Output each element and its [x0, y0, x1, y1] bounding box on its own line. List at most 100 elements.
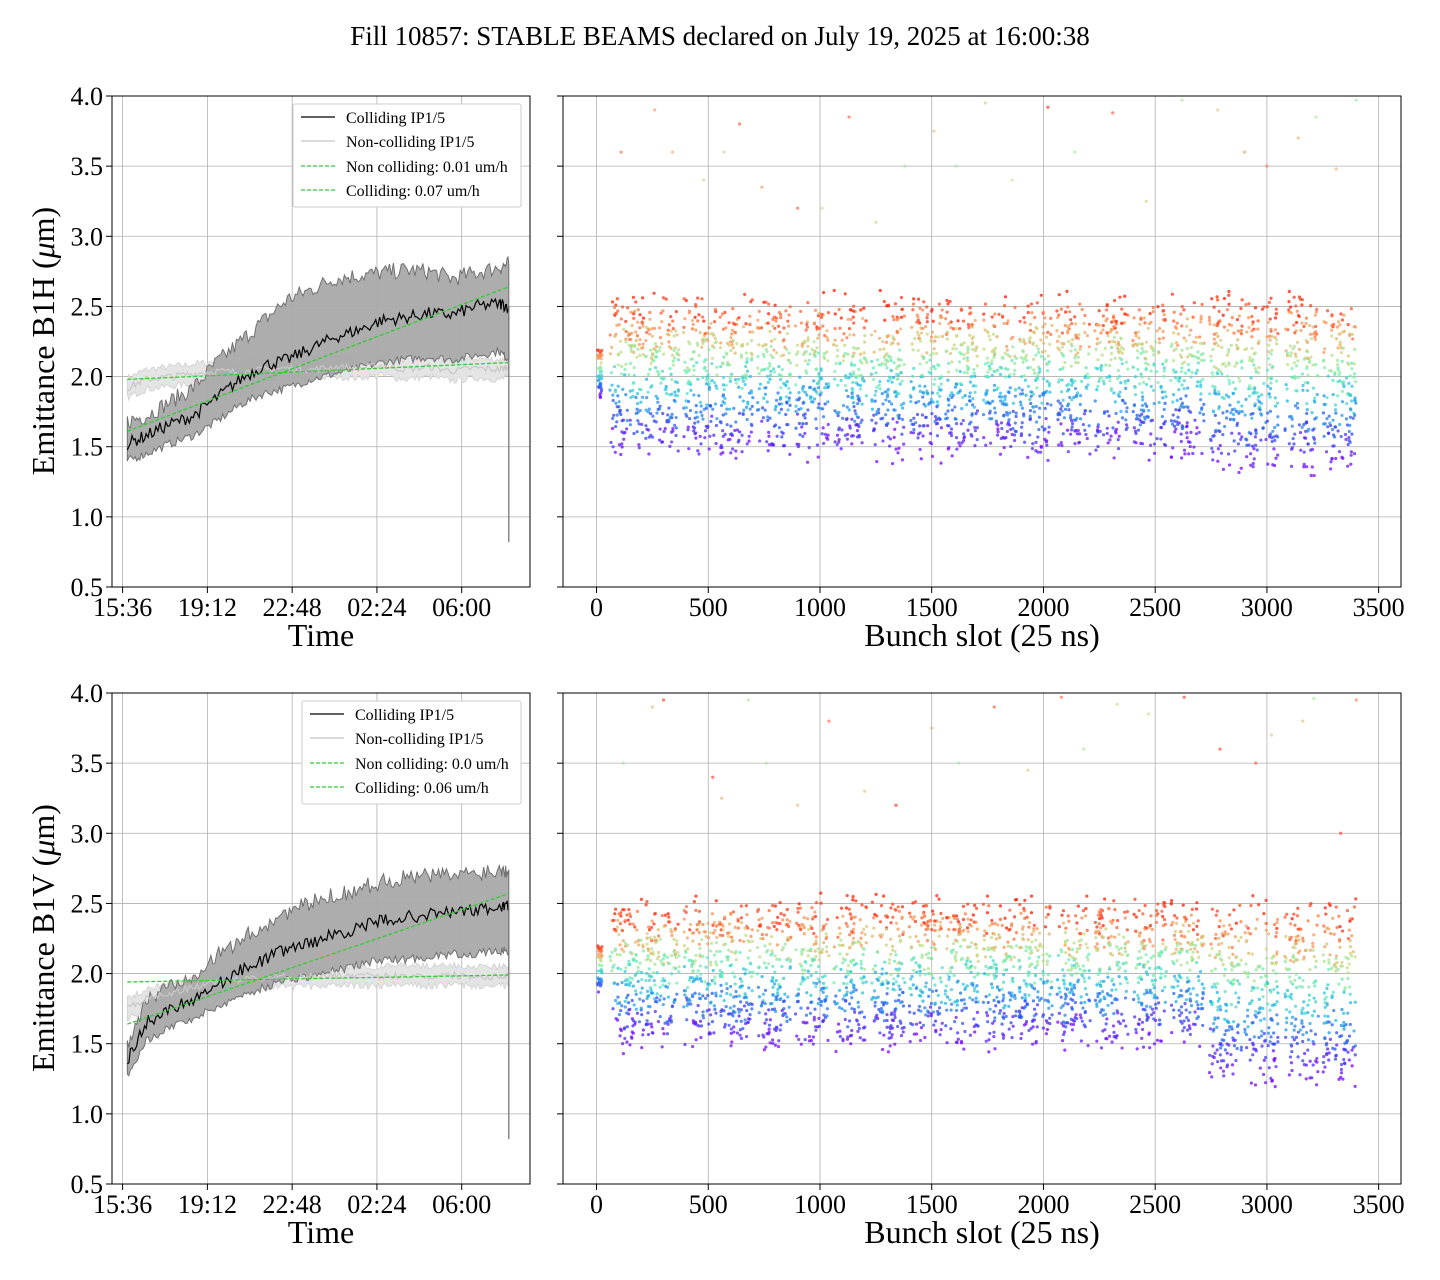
bunch-point [757, 408, 761, 412]
bunch-point [739, 1000, 743, 1004]
bunch-point [711, 923, 715, 927]
bunch-point [742, 995, 746, 1000]
bunch-point [769, 353, 773, 357]
bunch-point [812, 349, 817, 353]
bunch-point [991, 959, 995, 963]
bunch-point [731, 338, 735, 342]
bunch-point [1102, 410, 1107, 414]
bunch-point [1180, 348, 1184, 352]
bunch-point [983, 328, 987, 332]
bunch-point [873, 399, 877, 403]
bunch-point [958, 381, 962, 385]
bunch-point [645, 997, 649, 1001]
bunch-point [730, 939, 734, 944]
bunch-point [750, 989, 754, 993]
bunch-point [1312, 473, 1316, 478]
bunch-point [1220, 345, 1224, 350]
bunch-point [1080, 379, 1084, 383]
bunch-point [922, 921, 926, 925]
bunch-point [703, 436, 707, 440]
bunch-point [854, 423, 858, 427]
bunch-point [1270, 334, 1274, 339]
bunch-point [1314, 310, 1318, 314]
bunch-point [722, 1009, 726, 1013]
bunch-point [1251, 465, 1255, 469]
bunch-point [700, 297, 704, 301]
bunch-point [644, 325, 649, 330]
bunch-point [1029, 394, 1033, 398]
bunch-point [885, 915, 890, 919]
bunch-point [1034, 440, 1038, 444]
bunch-point [608, 388, 612, 392]
bunch-point [694, 431, 698, 435]
bunch-point [954, 938, 958, 942]
bunch-point [1307, 323, 1312, 328]
bunch-point [827, 954, 831, 958]
bunch-point [998, 1008, 1003, 1013]
bunch-point [801, 389, 805, 393]
bunch-point [987, 973, 991, 977]
outlier-point [954, 164, 958, 168]
bunch-point [871, 366, 876, 370]
bunch-point [794, 409, 798, 414]
bunch-point [843, 1017, 847, 1022]
bunch-point [647, 967, 651, 971]
bunch-point [704, 934, 708, 939]
bunch-point [812, 915, 816, 919]
bunch-point [1031, 442, 1035, 446]
bunch-point [898, 1001, 903, 1005]
bunch-point [718, 949, 722, 954]
bunch-point [886, 387, 890, 392]
bunch-point [652, 912, 657, 916]
bunch-point [1188, 353, 1192, 357]
bunch-point [1300, 303, 1304, 307]
bunch-point [814, 901, 819, 905]
bunch-point [1270, 348, 1274, 352]
bunch-point [966, 930, 970, 934]
bunch-point [655, 396, 660, 401]
bunch-point [637, 422, 641, 426]
bunch-point [1350, 384, 1354, 388]
bunch-point [645, 936, 649, 940]
bunch-point [627, 373, 631, 377]
bunch-point [858, 941, 862, 945]
bunch-point [850, 1006, 854, 1011]
bunch-point [635, 334, 639, 338]
bunch-point [968, 923, 972, 927]
bunch-point [990, 985, 995, 990]
bunch-point [1268, 362, 1272, 367]
bunch-point [923, 933, 927, 937]
bunch-point [1350, 332, 1354, 336]
bunch-point [813, 354, 817, 358]
bunch-point [1055, 329, 1059, 333]
bunch-point [1172, 424, 1177, 428]
bunch-point [1149, 384, 1153, 389]
bunch-point [707, 348, 711, 352]
bunch-point [955, 334, 959, 338]
bunch-point [940, 1021, 944, 1025]
bunch-point [893, 1042, 897, 1046]
bunch-point [1202, 358, 1206, 363]
bunch-point [1302, 422, 1306, 427]
bunch-point [734, 381, 739, 385]
bunch-point [644, 903, 648, 907]
bunch-point [1177, 408, 1181, 412]
bunch-point [1101, 328, 1105, 332]
bunch-point [925, 316, 929, 320]
bunch-point [993, 921, 997, 926]
bunch-point [1220, 395, 1224, 400]
bunch-point [702, 319, 706, 323]
bunch-point [785, 332, 790, 336]
bunch-point [645, 377, 649, 381]
bunch-point [965, 984, 969, 988]
bunch-point [779, 386, 783, 390]
bunch-point [911, 901, 915, 905]
bunch-point [822, 290, 826, 295]
bunch-point [965, 959, 969, 963]
bunch-point [832, 980, 836, 985]
bunch-point [627, 1000, 631, 1005]
bunch-point [630, 977, 634, 981]
bunch-point [1222, 325, 1227, 329]
bunch-point [1056, 315, 1060, 320]
bunch-point [620, 929, 625, 933]
